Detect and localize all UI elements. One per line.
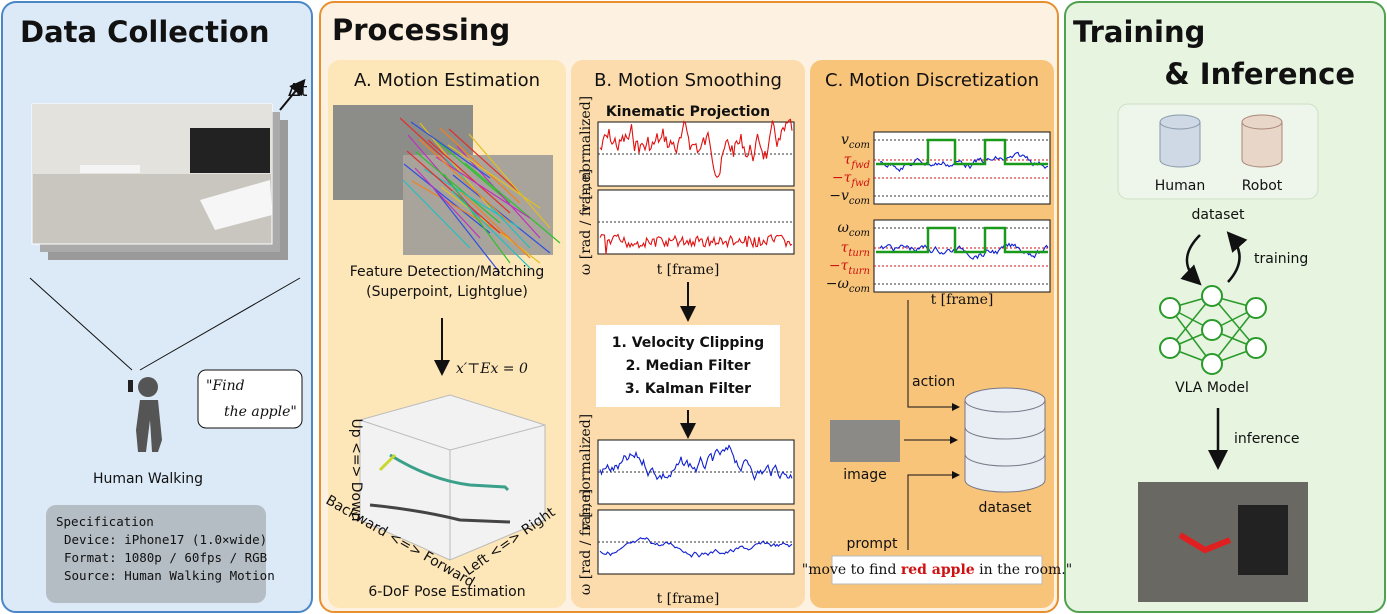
x-axis-label: t [frame] <box>657 591 720 607</box>
delta-label: Δt <box>288 80 307 101</box>
desk <box>80 165 140 173</box>
dataset-label: dataset <box>1192 207 1245 223</box>
section-title: C. Motion Discretization <box>825 70 1039 91</box>
spec-heading: Specification <box>56 514 154 529</box>
plot-frame <box>874 132 1050 204</box>
node <box>1160 338 1180 358</box>
step: 1. Velocity Clipping <box>612 335 764 351</box>
node <box>1246 298 1266 318</box>
prompt-part: in the room." <box>975 562 1073 578</box>
section-title: B. Motion Smoothing <box>594 70 782 91</box>
prompt-part: "move to find <box>802 562 901 578</box>
db-robot <box>1242 115 1282 167</box>
y-axis-label: ω [rad / frame] <box>578 489 594 595</box>
figure: Data Collection Δt "Find the apple" Huma… <box>0 0 1387 614</box>
model-label: VLA Model <box>1175 380 1249 396</box>
dataset-label: dataset <box>979 500 1032 516</box>
title: & Inference <box>1164 57 1355 91</box>
caption: Human Walking <box>93 471 203 487</box>
y-axis-label: ω [rad / frame] <box>578 169 594 275</box>
label-base: −τ <box>829 258 849 274</box>
label-sub: com <box>849 284 870 295</box>
db-human <box>1160 115 1200 167</box>
label-sub: turn <box>848 266 870 277</box>
prompt-text: "move to find red apple in the room." <box>802 562 1072 578</box>
label-sub: turn <box>848 248 870 259</box>
database-icon <box>965 388 1045 492</box>
quote: the apple" <box>224 404 297 420</box>
robot <box>1238 505 1288 575</box>
x-axis-label: t [frame] <box>657 262 720 278</box>
label-sub: fwd <box>850 178 870 189</box>
node <box>1202 354 1222 374</box>
step: 3. Kalman Filter <box>625 381 751 397</box>
spec-line: Source: Human Walking Motion <box>64 568 275 583</box>
plot-title: Kinematic Projection <box>606 104 770 120</box>
source-label: Human <box>1155 178 1206 194</box>
spec-line: Device: iPhone17 (1.0×wide) <box>64 532 267 547</box>
plot-frame <box>874 220 1050 292</box>
source-label: Robot <box>1242 178 1283 194</box>
title: Processing <box>332 13 510 47</box>
node <box>1246 338 1266 358</box>
matching-label: Feature Detection/Matching <box>350 264 544 280</box>
dataset-box <box>1118 104 1318 199</box>
flow-label: action <box>912 374 955 390</box>
equation: x′⊤Ex = 0 <box>456 361 528 377</box>
label-sub: com <box>849 196 870 207</box>
label-base: ω <box>837 220 849 236</box>
title: Training <box>1073 15 1205 49</box>
label-sub: com <box>849 140 870 151</box>
tv <box>190 128 270 173</box>
quote: "Find <box>206 378 245 394</box>
inference-label: inference <box>1234 431 1300 447</box>
title: Data Collection <box>20 15 270 49</box>
step: 2. Median Filter <box>626 358 751 374</box>
training-label: training <box>1254 251 1308 267</box>
image-thumb <box>830 420 900 462</box>
section-title: A. Motion Estimation <box>354 70 540 91</box>
x-axis-label: t [frame] <box>931 292 994 308</box>
flow-label: image <box>843 467 887 483</box>
label-base: −v <box>829 188 849 204</box>
label-base: −ω <box>826 276 850 292</box>
spec-line: Format: 1080p / 60fps / RGB <box>64 550 267 565</box>
node <box>1202 320 1222 340</box>
label-sub: fwd <box>850 160 870 171</box>
flow-label: prompt <box>847 536 898 552</box>
node <box>1160 298 1180 318</box>
label-sub: com <box>849 228 870 239</box>
prompt-part: red apple <box>901 562 975 578</box>
label-base: −τ <box>832 170 852 186</box>
label-base: v <box>841 132 849 148</box>
caption: 6-DoF Pose Estimation <box>368 584 525 600</box>
node <box>1202 286 1222 306</box>
matching-label: (Superpoint, Lightglue) <box>366 284 528 300</box>
